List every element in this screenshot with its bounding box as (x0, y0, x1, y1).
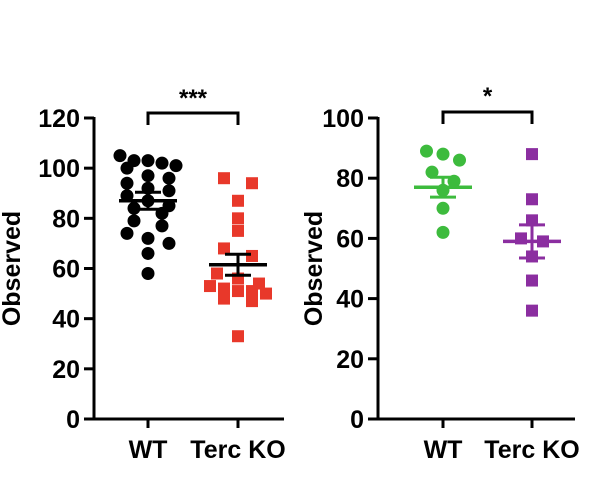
data-point (120, 189, 134, 203)
data-point (155, 219, 169, 233)
data-point (232, 285, 244, 298)
y-tick-label: 100 (322, 105, 364, 133)
y-tick-label: 20 (52, 356, 80, 384)
data-point (232, 194, 244, 207)
data-point (218, 292, 230, 305)
data-point (211, 267, 223, 280)
data-point (436, 147, 450, 161)
data-point (169, 159, 183, 173)
significance-bracket (441, 110, 534, 124)
data-point (246, 285, 258, 298)
x-category-label: Terc KO (190, 436, 285, 464)
y-tick-label: 80 (52, 205, 80, 233)
data-point (141, 246, 155, 260)
significance-label: * (483, 83, 493, 110)
data-point (246, 177, 258, 190)
data-point (246, 249, 258, 262)
data-point (113, 149, 127, 163)
significance-bracket (146, 111, 240, 125)
y-tick-label: 40 (336, 286, 364, 314)
x-category-label: WT (129, 436, 168, 464)
y-tick-label: 120 (38, 105, 80, 133)
y-tick-label: 40 (52, 306, 80, 334)
data-point (218, 242, 230, 255)
y-axis-label: Observed (300, 211, 328, 326)
data-point (141, 169, 155, 183)
y-tick-label: 0 (350, 406, 364, 434)
data-point (127, 201, 141, 215)
significance-label: *** (179, 85, 208, 112)
y-tick-label: 0 (66, 406, 80, 434)
x-category-label: Terc KO (484, 436, 579, 464)
y-tick-label: 60 (336, 225, 364, 253)
data-point (127, 214, 141, 228)
chart-panel-2: 0 20 40 60 80 100 Observed WT Terc KO * (300, 83, 580, 464)
data-point (218, 282, 230, 295)
data-point (204, 280, 216, 293)
data-point (155, 156, 169, 170)
x-category-label: WT (424, 436, 463, 464)
y-axis-label: Observed (0, 211, 26, 326)
data-point (436, 201, 450, 215)
data-point (260, 287, 272, 300)
data-point (232, 224, 244, 237)
data-point (453, 153, 466, 167)
y-tick-label: 80 (336, 165, 364, 193)
data-point (246, 295, 258, 308)
data-point (162, 184, 176, 198)
data-point (162, 171, 176, 185)
data-point (526, 304, 538, 317)
y-tick-label: 100 (38, 155, 80, 183)
data-point (526, 148, 538, 161)
y-tick-label: 20 (336, 346, 364, 374)
data-point (218, 172, 230, 185)
data-point (120, 161, 134, 175)
data-point (425, 165, 439, 179)
y-tick-label: 60 (52, 256, 80, 284)
data-point (120, 176, 134, 190)
data-point (120, 226, 134, 240)
data-point (141, 267, 155, 281)
chart-panel-1: 0 20 40 60 80 100 120 Observed WT Terc KO *** (0, 85, 286, 464)
data-point (436, 225, 450, 239)
data-point (232, 212, 244, 225)
data-point (526, 274, 538, 287)
data-point (141, 154, 155, 168)
data-point (162, 236, 176, 250)
data-point (420, 144, 433, 158)
data-point (232, 330, 244, 343)
data-point (526, 214, 538, 227)
data-point (141, 231, 155, 245)
data-point (526, 193, 538, 206)
